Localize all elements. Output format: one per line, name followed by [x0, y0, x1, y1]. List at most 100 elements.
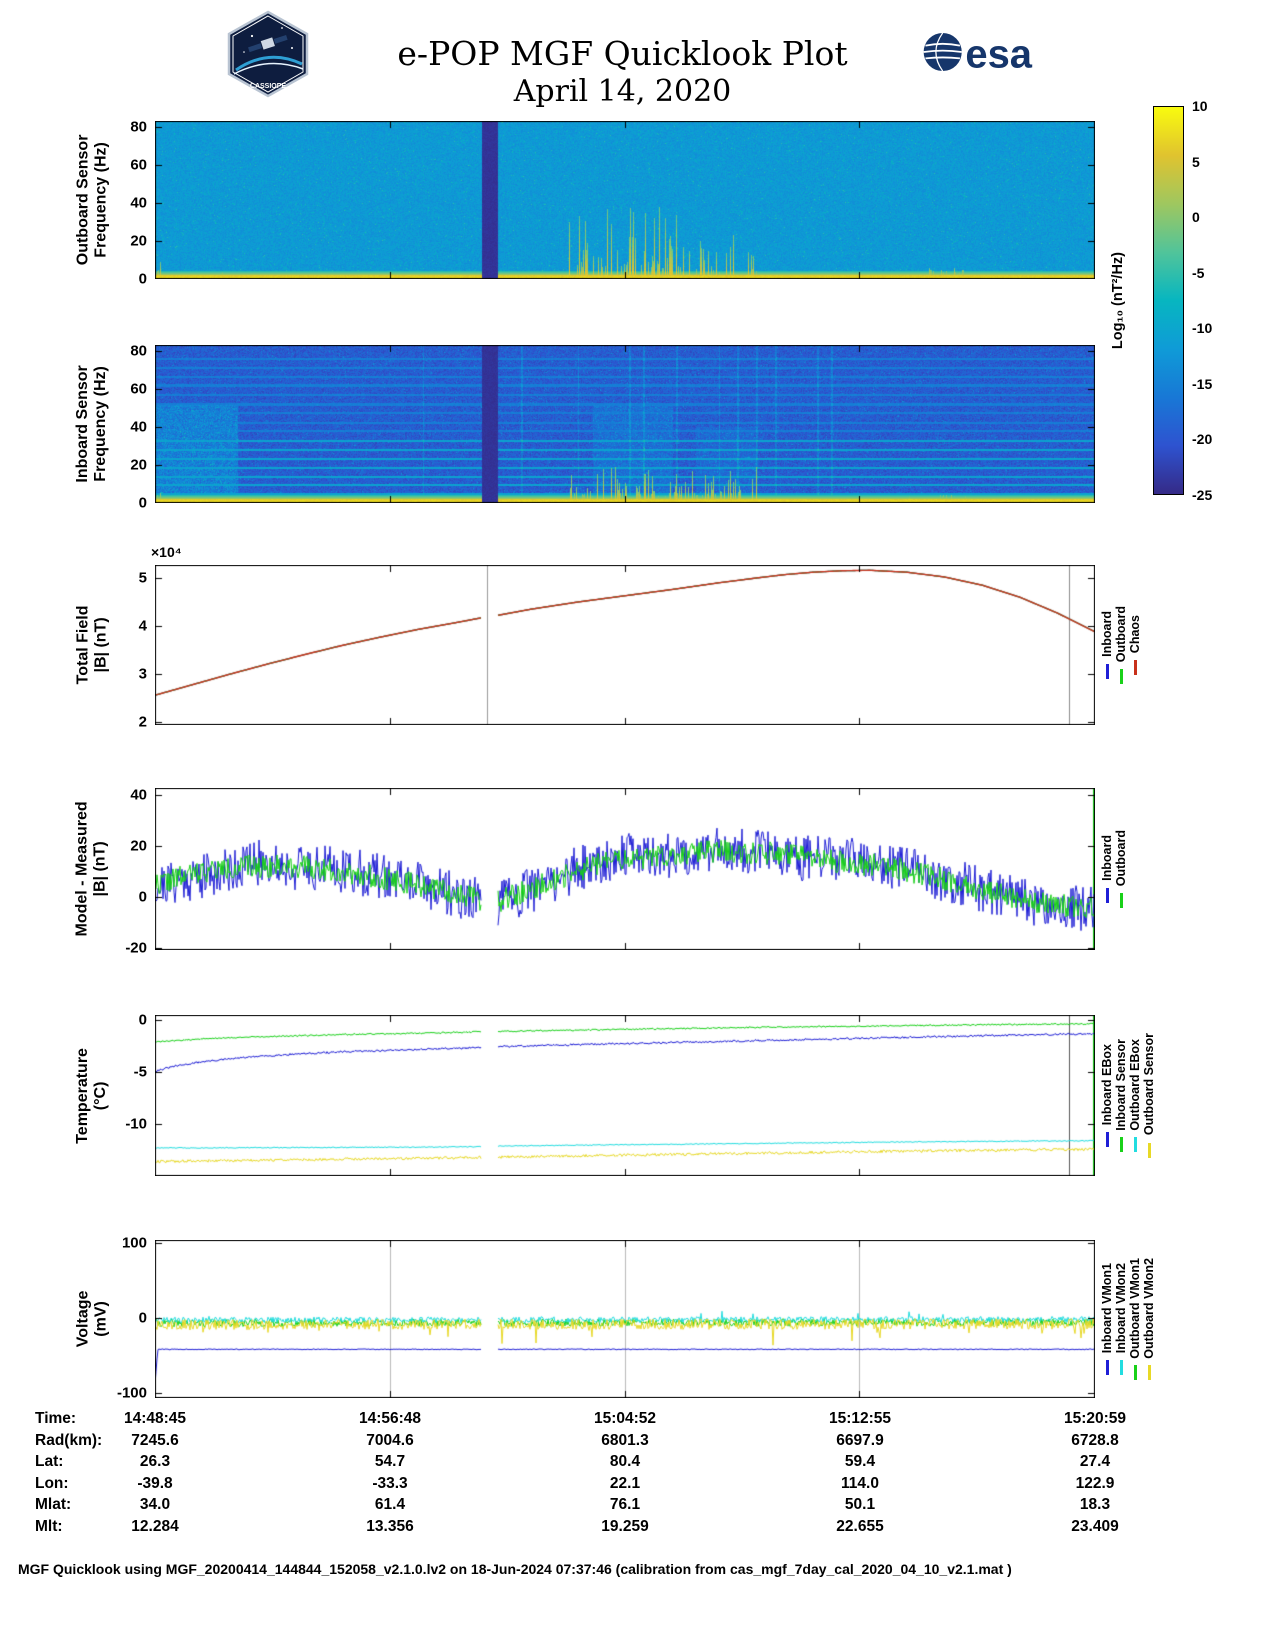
colorbar-tick-label: -15 — [1192, 375, 1213, 392]
ephemeris-value: 76.1 — [609, 1496, 641, 1513]
legend-color-dash — [1105, 1360, 1109, 1376]
legend-entry: Inboard — [1100, 788, 1114, 950]
y-tick-label: -5 — [133, 1063, 147, 1081]
legend-color-dash — [1147, 1142, 1151, 1158]
legend-entry: Inboard VMon1 — [1100, 1240, 1114, 1398]
legend-label: Inboard VMon2 — [1114, 1262, 1128, 1354]
colorbar-tick-label: 10 — [1192, 98, 1208, 114]
legend-color-dash — [1105, 887, 1109, 903]
legend-entry: Inboard — [1100, 565, 1114, 725]
legend-entry: Outboard — [1114, 788, 1128, 950]
y-tick-label: 60 — [130, 156, 147, 174]
panel-legend: Inboard VMon1 Inboard VMon2 Outboard VMon1… — [1100, 1240, 1156, 1398]
y-tick-label: 80 — [130, 118, 147, 136]
ephemeris-value: 6801.3 — [601, 1431, 649, 1449]
legend-label: Outboard VMon2 — [1142, 1257, 1156, 1359]
y-tick-label: 0 — [138, 270, 147, 288]
ephemeris-value: 14:48:45 — [123, 1410, 187, 1427]
y-tick-label: 20 — [130, 837, 147, 855]
temperature-canvas — [155, 1015, 1095, 1176]
legend-color-dash — [1133, 1137, 1137, 1153]
ephemeris-value: 114.0 — [841, 1474, 879, 1492]
esa-globe-icon — [923, 32, 962, 72]
ephemeris-value: -39.8 — [137, 1474, 173, 1492]
cassiope-mission-patch: CASSIOPE — [227, 10, 309, 98]
patch-orbit-swoosh — [235, 55, 303, 72]
ephemeris-value: 15:12:55 — [828, 1410, 892, 1427]
model-minus-measured-canvas — [155, 788, 1095, 950]
ephemeris-value: 15:04:52 — [593, 1410, 657, 1427]
total-field-ylabel: Total Field |B| (nT) — [48, 565, 136, 725]
y-tick-label: -100 — [116, 1384, 147, 1402]
esa-wordmark: esa — [965, 32, 1032, 76]
panel-legend: Inboard Outboard — [1100, 788, 1128, 950]
legend-entry: Outboard Sensor — [1142, 1015, 1156, 1176]
ylabel-line: |B| (nT) — [92, 841, 110, 897]
ephemeris-row-label: Lon: — [35, 1474, 69, 1492]
mission-patch-text: CASSIOPE — [250, 83, 287, 90]
patch-hexagon — [227, 10, 309, 98]
legend-entry: Inboard EBox — [1100, 1015, 1114, 1176]
legend-label: Outboard EBox — [1128, 1038, 1142, 1131]
inboard-spectrogram-canvas — [155, 345, 1095, 503]
y-tick-label: 40 — [130, 786, 147, 804]
colorbar-tick-label: 0 — [1192, 209, 1200, 226]
ephemeris-value: 26.3 — [139, 1453, 171, 1470]
y-tick-label: 0 — [138, 494, 147, 512]
ephemeris-value: 12.284 — [131, 1517, 179, 1535]
ephemeris-value: 54.7 — [374, 1453, 406, 1470]
satellite-icon — [248, 34, 288, 53]
ephemeris-row-label: Lat: — [35, 1453, 64, 1470]
legend-label: Outboard — [1114, 605, 1128, 663]
figure-title: e-POP MGF Quicklook Plot — [397, 34, 848, 73]
ephemeris-row-label: Rad(km): — [35, 1431, 103, 1449]
legend-label: Outboard — [1114, 829, 1128, 887]
y-tick-label: 2 — [138, 713, 147, 731]
y-tick-label: 0 — [138, 1011, 147, 1029]
ephemeris-value: 7245.6 — [131, 1431, 179, 1449]
colorbar-tick-label: -10 — [1192, 320, 1213, 337]
legend-color-dash — [1119, 669, 1123, 685]
y-tick-label: -10 — [125, 1115, 147, 1133]
colorbar-axis-label-text: Log₁₀ (nT²/Hz) — [1110, 251, 1126, 350]
ephemeris-value: 22.1 — [609, 1474, 641, 1492]
y-tick-label: 4 — [138, 617, 147, 635]
ylabel-line: Model - Measured — [74, 801, 92, 937]
ephemeris-value: 34.0 — [139, 1496, 171, 1513]
y-axis-exponent-label: ×10⁴ — [151, 544, 182, 560]
patch-inner-border — [232, 15, 304, 93]
ephemeris-value: 6728.8 — [1071, 1431, 1119, 1449]
legend-color-dash — [1119, 1137, 1123, 1153]
legend-label: Outboard Sensor — [1142, 1033, 1156, 1136]
esa-logo: esa — [923, 32, 1033, 76]
y-tick-label: 5 — [138, 569, 147, 587]
legend-label: Inboard Sensor — [1114, 1038, 1128, 1131]
y-tick-label: 20 — [130, 456, 147, 474]
ephemeris-value: 61.4 — [374, 1496, 406, 1513]
ephemeris-value: -33.3 — [372, 1474, 408, 1492]
ephemeris-value: 59.4 — [844, 1453, 876, 1470]
colorbar-tick-label: 5 — [1192, 153, 1200, 170]
legend-label: Inboard VMon1 — [1100, 1262, 1114, 1354]
y-tick-label: 0 — [138, 888, 147, 906]
legend-entry: Outboard EBox — [1128, 1015, 1142, 1176]
y-tick-label: 20 — [130, 232, 147, 250]
figure-date: April 14, 2020 — [513, 74, 732, 109]
legend-color-dash — [1119, 1360, 1123, 1376]
ephemeris-value: 6697.9 — [836, 1431, 884, 1449]
y-tick-label: 40 — [130, 194, 147, 212]
ephemeris-value: 18.3 — [1079, 1496, 1111, 1513]
ephemeris-value: 19.259 — [601, 1517, 649, 1535]
colorbar-tick-label: -20 — [1192, 431, 1213, 448]
legend-label: Inboard — [1100, 835, 1114, 881]
ephemeris-row-label: Mlat: — [35, 1496, 72, 1513]
legend-entry: Outboard VMon2 — [1142, 1240, 1156, 1398]
ephemeris-row-label: Time: — [35, 1410, 77, 1427]
ephemeris-value: 80.4 — [609, 1453, 641, 1470]
legend-label: Inboard — [1100, 611, 1114, 657]
legend-label: Outboard VMon1 — [1128, 1257, 1142, 1359]
legend-color-dash — [1119, 893, 1123, 909]
legend-color-dash — [1133, 660, 1137, 676]
legend-color-dash — [1105, 663, 1109, 679]
